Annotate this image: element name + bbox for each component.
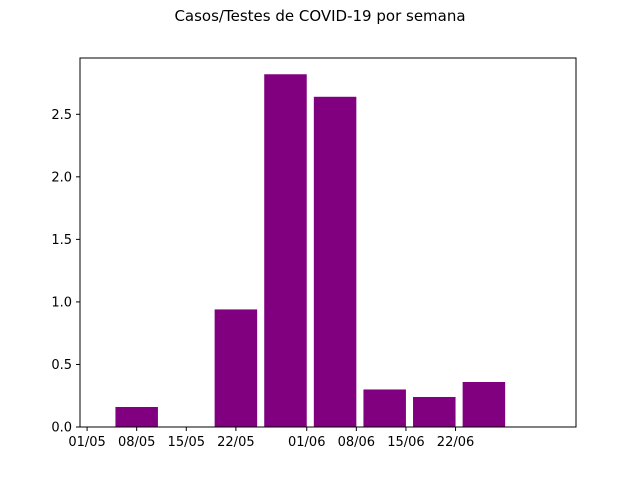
x-tick-label: 15/05 <box>168 435 205 450</box>
y-axis-ticks: 0.0 0.5 1.0 1.5 2.0 2.5 <box>51 108 80 436</box>
x-tick-label: 01/05 <box>68 435 105 450</box>
plot-frame <box>79 57 577 428</box>
bars-group <box>115 74 506 427</box>
y-tick-label: 0.0 <box>51 421 72 436</box>
bar-2020-05-08 <box>115 406 158 427</box>
bar-2020-05-22 <box>214 309 258 427</box>
y-tick-label: 2.5 <box>51 108 72 123</box>
x-tick-label: 22/05 <box>217 435 254 450</box>
chart-title: Casos/Testes de COVID-19 por semana <box>174 7 465 25</box>
bar-2020-06-26 <box>462 381 506 427</box>
bar-2020-06-19 <box>413 396 456 427</box>
bar-2020-06-12 <box>363 389 406 427</box>
bar-2020-05-29 <box>264 74 307 427</box>
x-tick-label: 15/06 <box>387 435 424 450</box>
bar-2020-06-05 <box>313 96 357 427</box>
x-tick-label: 01/06 <box>288 435 325 450</box>
y-tick-label: 0.5 <box>51 358 72 373</box>
x-tick-label: 22/06 <box>437 435 474 450</box>
x-tick-label: 08/05 <box>118 435 155 450</box>
x-axis-ticks: 01/05 08/05 15/05 22/05 01/06 08/06 15/06 22/06 <box>68 427 474 450</box>
y-tick-label: 1.5 <box>51 233 72 248</box>
y-tick-label: 1.0 <box>51 295 72 310</box>
x-tick-label: 08/06 <box>338 435 375 450</box>
y-tick-label: 2.0 <box>51 170 72 185</box>
